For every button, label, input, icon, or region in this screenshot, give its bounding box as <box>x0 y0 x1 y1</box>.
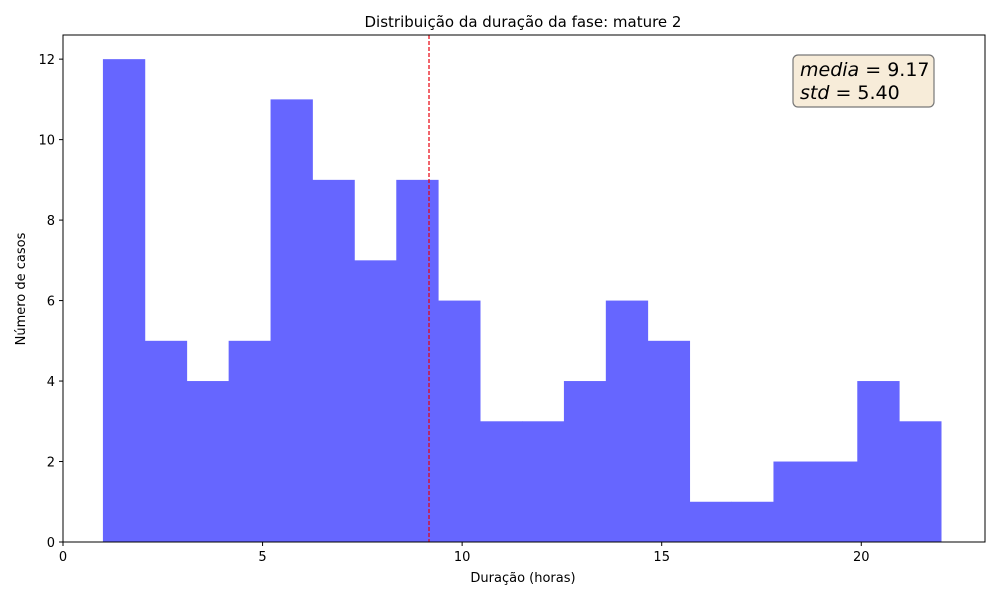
stats-mean-name: media <box>800 59 859 81</box>
y-tick-label: 10 <box>38 134 55 149</box>
y-tick-label: 12 <box>38 53 55 68</box>
histogram-bar <box>480 421 523 542</box>
y-tick-label: 0 <box>47 536 55 551</box>
stats-mean-text: media = 9.17 <box>800 59 930 81</box>
y-tick-label: 2 <box>47 456 55 471</box>
histogram-bar <box>773 461 816 542</box>
x-tick-label: 20 <box>853 550 870 565</box>
histogram-bar <box>815 461 858 542</box>
x-tick-label: 15 <box>653 550 670 565</box>
histogram-bar <box>144 340 188 542</box>
y-tick-label: 6 <box>47 295 55 310</box>
histogram-bar <box>438 300 481 542</box>
histogram-bar <box>396 179 439 542</box>
x-axis-label: Duração (horas) <box>470 571 575 586</box>
histogram-bar <box>522 421 565 542</box>
histogram-bar <box>102 59 146 543</box>
plot-frame <box>62 34 986 543</box>
x-axis-ticks: 0 5 10 15 20 <box>59 542 870 565</box>
histogram-bar <box>731 501 774 542</box>
stats-mean-eq: = <box>859 59 887 81</box>
stats-std-value: 5.40 <box>857 82 899 104</box>
histogram-bar <box>312 179 355 542</box>
stats-std-name: std <box>800 82 830 104</box>
histogram-bar <box>186 381 230 542</box>
stats-mean-value: 9.17 <box>887 59 929 81</box>
stats-box: media = 9.17 std = 5.40 <box>792 54 935 108</box>
y-tick-label: 4 <box>47 375 55 390</box>
y-tick-label: 8 <box>47 214 55 229</box>
histogram-bar <box>563 381 607 542</box>
x-tick-label: 10 <box>454 550 471 565</box>
bars-group <box>102 59 942 543</box>
histogram-bar <box>228 340 271 542</box>
stats-std-eq: = <box>829 82 857 104</box>
histogram-bar <box>857 381 900 542</box>
chart-title: Distribuição da duração da fase: mature … <box>365 13 682 31</box>
histogram-bar <box>647 340 691 542</box>
x-tick-label: 0 <box>59 550 67 565</box>
histogram-bar <box>354 260 397 542</box>
histogram-bar <box>899 421 942 542</box>
histogram-bar <box>270 99 313 542</box>
stats-std-text: std = 5.40 <box>800 82 900 104</box>
y-axis-ticks: 0 2 4 6 8 10 12 <box>38 53 63 551</box>
x-tick-label: 5 <box>258 550 266 565</box>
stats-box-background <box>792 54 935 108</box>
y-axis-label: Número de casos <box>14 232 29 345</box>
histogram-bar <box>605 300 649 542</box>
histogram-bar <box>689 501 732 542</box>
axes-frame <box>62 34 986 543</box>
